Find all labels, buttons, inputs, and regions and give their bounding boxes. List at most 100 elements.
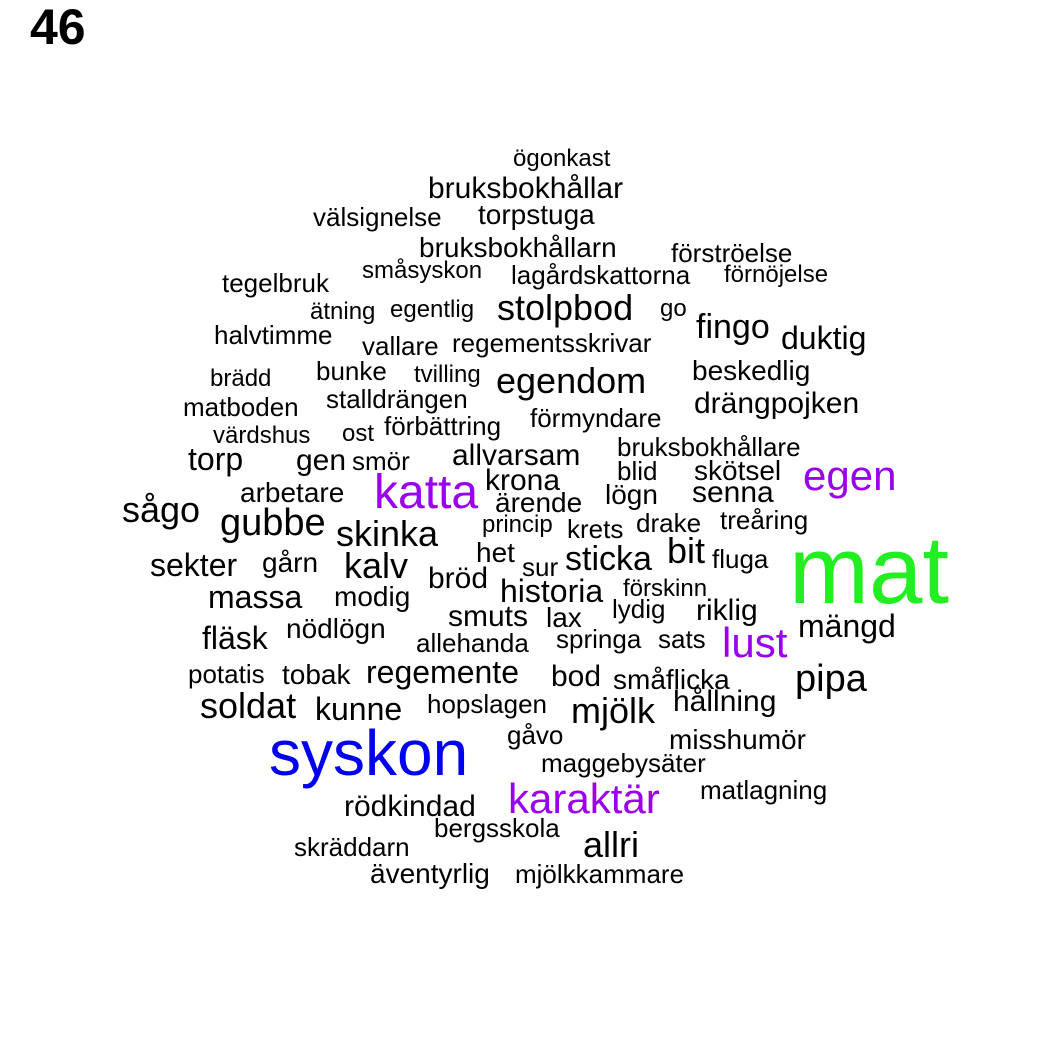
cloud-word: historia bbox=[500, 573, 603, 609]
cloud-word: katta bbox=[374, 466, 478, 519]
cloud-word: tvilling bbox=[414, 361, 481, 388]
cloud-word: duktig bbox=[781, 320, 866, 356]
cloud-word: gen bbox=[296, 444, 346, 477]
cloud-word: beskedlig bbox=[692, 355, 810, 386]
cloud-word: lydig bbox=[612, 594, 665, 624]
cloud-word: skräddarn bbox=[294, 832, 410, 862]
cloud-word: soldat bbox=[200, 685, 296, 726]
cloud-word: mjölk bbox=[571, 690, 656, 731]
cloud-word: nödlögn bbox=[286, 613, 386, 644]
page-number: 46 bbox=[30, 0, 86, 55]
cloud-word: fingo bbox=[696, 308, 770, 346]
cloud-word: sticka bbox=[565, 540, 652, 578]
cloud-word: arbetare bbox=[240, 477, 344, 508]
cloud-word: egendom bbox=[496, 360, 646, 401]
cloud-word: mängd bbox=[798, 608, 896, 644]
cloud-word: lax bbox=[546, 602, 582, 633]
cloud-word: småflicka bbox=[613, 664, 730, 695]
cloud-word: hopslagen bbox=[427, 689, 547, 719]
cloud-word: drake bbox=[636, 508, 701, 538]
cloud-word: springa bbox=[556, 624, 642, 654]
cloud-word: syskon bbox=[269, 717, 468, 789]
cloud-word: krets bbox=[567, 514, 623, 544]
cloud-word: värdshus bbox=[213, 422, 310, 449]
cloud-word: bröd bbox=[428, 562, 488, 595]
cloud-word: allvarsam bbox=[452, 439, 580, 472]
cloud-word: förskinn bbox=[623, 575, 707, 602]
cloud-word: treåring bbox=[720, 505, 808, 535]
cloud-word: vallare bbox=[362, 331, 439, 361]
cloud-word: kunne bbox=[315, 691, 402, 727]
cloud-word: lögn bbox=[605, 479, 658, 510]
cloud-word: äventyrlig bbox=[370, 858, 490, 889]
cloud-word: tobak bbox=[282, 659, 351, 690]
cloud-word: stolpbod bbox=[497, 287, 633, 328]
cloud-word: sekter bbox=[150, 547, 237, 583]
cloud-word: fläsk bbox=[202, 620, 269, 656]
cloud-word: mat bbox=[789, 517, 949, 624]
cloud-word: bunke bbox=[316, 356, 387, 386]
cloud-word: förnöjelse bbox=[724, 261, 828, 288]
cloud-word: allehanda bbox=[416, 628, 529, 658]
cloud-word: blid bbox=[617, 456, 657, 486]
cloud-word: välsignelse bbox=[313, 202, 442, 232]
cloud-word: pipa bbox=[795, 658, 868, 700]
cloud-word: småsyskon bbox=[362, 257, 482, 284]
cloud-word: sats bbox=[658, 624, 706, 654]
cloud-word: bruksbokhållar bbox=[428, 172, 623, 205]
cloud-word: sågo bbox=[122, 489, 200, 530]
cloud-word: sur bbox=[522, 552, 558, 582]
cloud-word: smuts bbox=[448, 600, 528, 633]
cloud-word: bergsskola bbox=[434, 813, 560, 843]
cloud-word: förströelse bbox=[671, 238, 792, 268]
cloud-word: kalv bbox=[344, 545, 408, 586]
cloud-word: rödkindad bbox=[344, 790, 476, 823]
cloud-word: brädd bbox=[210, 365, 271, 392]
cloud-word: lust bbox=[722, 619, 788, 666]
cloud-word: massa bbox=[208, 579, 302, 615]
cloud-word: lagårdskattorna bbox=[511, 260, 691, 290]
cloud-word: förmyndare bbox=[530, 403, 662, 433]
cloud-word: senna bbox=[692, 476, 774, 509]
cloud-word: fluga bbox=[712, 544, 769, 574]
cloud-word: ost bbox=[342, 420, 374, 447]
cloud-word: smör bbox=[352, 446, 410, 476]
cloud-word: ögonkast bbox=[513, 145, 611, 172]
cloud-word: egen bbox=[803, 452, 896, 499]
cloud-word: skötsel bbox=[694, 455, 781, 486]
cloud-word: ärende bbox=[495, 487, 582, 518]
cloud-word: bruksbokhållarn bbox=[419, 232, 617, 263]
cloud-word: regementsskrivar bbox=[452, 328, 652, 358]
cloud-word: halvtimme bbox=[214, 320, 332, 350]
cloud-word: hållning bbox=[673, 685, 776, 718]
cloud-word: bod bbox=[551, 660, 601, 693]
cloud-word: tegelbruk bbox=[222, 268, 330, 298]
cloud-word: modig bbox=[334, 581, 410, 612]
cloud-word: riklig bbox=[696, 594, 758, 627]
cloud-word: bruksbokhållare bbox=[617, 432, 801, 462]
cloud-word: gubbe bbox=[220, 502, 326, 544]
cloud-word: egentlig bbox=[390, 296, 474, 323]
cloud-word: het bbox=[476, 537, 515, 568]
cloud-word: skinka bbox=[336, 513, 439, 554]
cloud-word: torp bbox=[188, 441, 243, 477]
cloud-word: karaktär bbox=[508, 775, 660, 822]
cloud-word: bit bbox=[667, 530, 705, 571]
cloud-word: krona bbox=[485, 464, 560, 497]
cloud-word: ätning bbox=[310, 298, 375, 325]
cloud-word: go bbox=[660, 295, 687, 322]
cloud-word: regemente bbox=[366, 654, 519, 690]
cloud-word: allri bbox=[583, 824, 639, 865]
cloud-word: matboden bbox=[183, 392, 299, 422]
cloud-word: stalldrängen bbox=[326, 384, 468, 414]
cloud-word: förbättring bbox=[384, 411, 501, 441]
cloud-word: maggebysäter bbox=[541, 748, 706, 778]
cloud-word: gårn bbox=[262, 547, 318, 578]
cloud-word: drängpojken bbox=[694, 387, 859, 420]
cloud-word: princip bbox=[482, 511, 553, 538]
cloud-word: misshumör bbox=[669, 724, 806, 755]
cloud-word: potatis bbox=[188, 659, 265, 689]
cloud-word: matlagning bbox=[700, 775, 827, 805]
cloud-word: gåvo bbox=[507, 720, 563, 750]
